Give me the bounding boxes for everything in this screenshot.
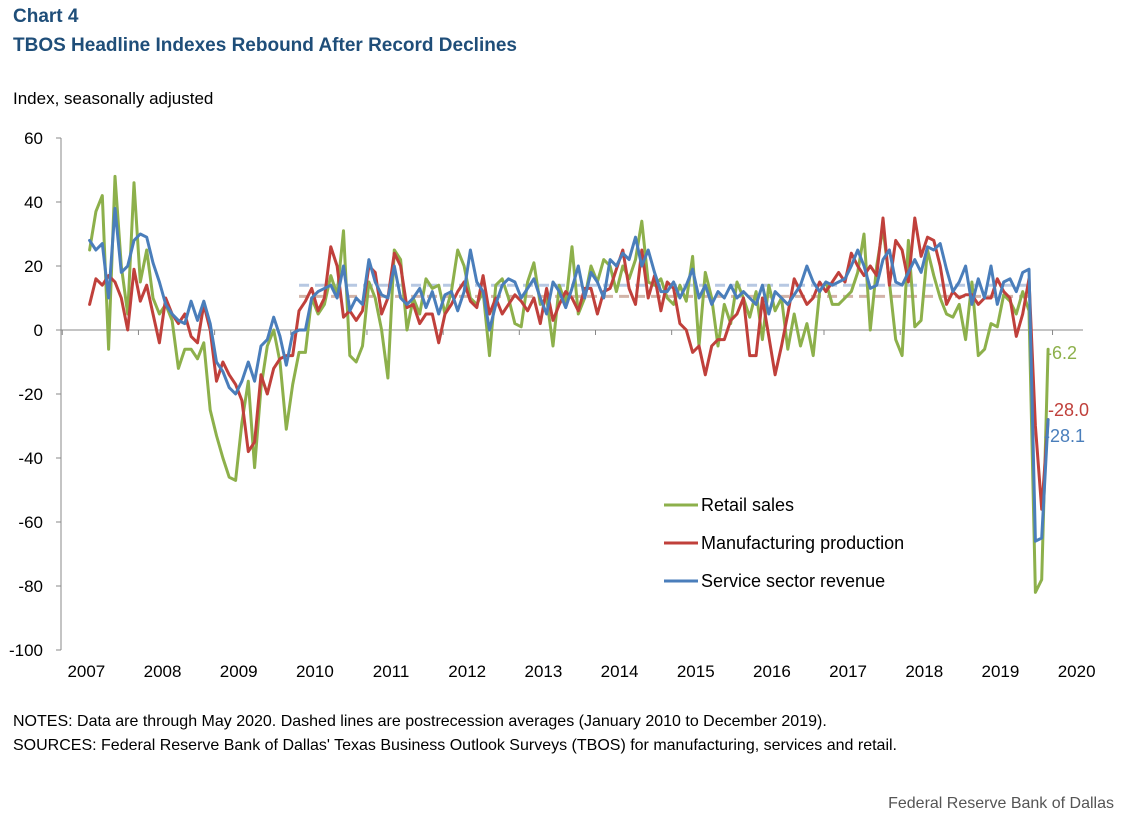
- y-tick-label: 60: [24, 129, 43, 148]
- x-tick-label: 2018: [905, 662, 943, 681]
- y-axis-unit-label: Index, seasonally adjusted: [13, 89, 214, 108]
- legend: Retail sales Manufacturing production Serv…: [664, 495, 904, 591]
- end-value-label: -28.0: [1048, 400, 1089, 420]
- x-tick-label: 2015: [677, 662, 715, 681]
- x-tick-label: 2020: [1058, 662, 1096, 681]
- series-lines: [88, 174, 1050, 594]
- legend-label: Retail sales: [701, 495, 794, 515]
- x-tick-label: 2019: [982, 662, 1020, 681]
- chart-axes: 60 40 20 0 -20 -40 -60 -80 -100 2007 2008 2009 2010 2…: [9, 129, 1096, 681]
- y-tick-label: 0: [34, 321, 43, 340]
- end-value-label: -28.1: [1044, 426, 1085, 446]
- x-tick-label: 2011: [373, 662, 410, 681]
- manufacturing-productionline-line: [88, 216, 1050, 511]
- x-tick-label: 2007: [67, 662, 105, 681]
- chart-title: TBOS Headline Indexes Rebound After Reco…: [13, 35, 517, 56]
- end-value-label: -6.2: [1046, 343, 1077, 363]
- x-tick-label: 2017: [829, 662, 867, 681]
- x-tick-label: 2009: [220, 662, 258, 681]
- y-tick-label: -80: [18, 577, 43, 596]
- x-tick-label: 2008: [144, 662, 182, 681]
- y-tick-label: 20: [24, 257, 43, 276]
- y-tick-label: -20: [18, 385, 43, 404]
- legend-label: Manufacturing production: [701, 533, 904, 553]
- y-tick-label: -40: [18, 449, 43, 468]
- y-tick-label: -60: [18, 513, 43, 532]
- service-sector-revenueline-line: [88, 206, 1050, 543]
- end-value-labels: -6.2 -28.0 -28.1: [1044, 343, 1089, 446]
- chart-notes: NOTES: Data are through May 2020. Dashed…: [13, 710, 897, 758]
- x-tick-label: 2010: [296, 662, 334, 681]
- x-tick-label: 2012: [448, 662, 486, 681]
- retail-salesline-line: [88, 174, 1050, 594]
- source-credit: Federal Reserve Bank of Dallas: [888, 795, 1114, 812]
- legend-label: Service sector revenue: [701, 571, 885, 591]
- x-tick-label: 2016: [753, 662, 791, 681]
- x-tick-label: 2014: [601, 662, 639, 681]
- x-tick-label: 2013: [524, 662, 562, 681]
- y-tick-label: -100: [9, 641, 43, 660]
- notes-line: NOTES: Data are through May 2020. Dashed…: [13, 713, 827, 730]
- y-tick-label: 40: [24, 193, 43, 212]
- sources-line: SOURCES: Federal Reserve Bank of Dallas'…: [13, 737, 897, 754]
- chart-number: Chart 4: [13, 6, 79, 27]
